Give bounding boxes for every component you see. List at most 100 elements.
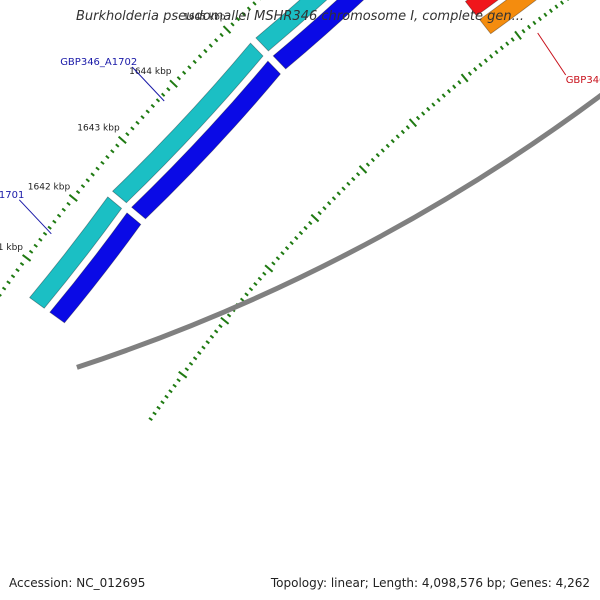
scale-tick-label: 1641 kbp <box>0 243 23 253</box>
inner-tick-mark <box>365 162 371 167</box>
gene-arrow-gbp346_a1704 <box>464 0 499 17</box>
inner-tick-mark <box>499 45 504 51</box>
inner-tick-mark <box>308 220 313 226</box>
outer-tick-mark <box>155 98 161 103</box>
inner-tick-mark <box>405 125 410 130</box>
outer-tick-mark <box>42 231 48 236</box>
inner-tick-mark <box>220 316 230 325</box>
inner-tick-mark <box>370 157 375 163</box>
inner-tick-mark <box>355 172 361 177</box>
inner-tick-mark <box>441 93 446 98</box>
outer-tick-mark <box>38 237 43 242</box>
outer-tick-mark <box>10 274 16 279</box>
outer-tick-mark <box>246 6 252 11</box>
inner-tick-mark <box>213 329 219 334</box>
inner-tick-mark <box>280 251 285 256</box>
inner-tick-mark <box>452 84 457 89</box>
outer-tick-mark <box>66 201 71 206</box>
outer-tick-mark <box>105 155 110 160</box>
scale-tick-label: 1642 kbp <box>28 182 71 192</box>
inner-tick-mark <box>294 235 299 241</box>
inner-tick-mark <box>494 49 499 55</box>
outer-tick-mark <box>68 194 78 202</box>
inner-tick-mark <box>431 102 436 107</box>
inner-tick-mark <box>197 350 202 355</box>
outer-tick-mark <box>235 17 241 22</box>
label-leader <box>18 199 52 235</box>
outer-tick-mark <box>197 54 203 59</box>
inner-tick-mark <box>205 340 210 345</box>
inner-tick-mark <box>421 111 426 116</box>
cds-arrow-gbp346_a1701 <box>29 196 123 309</box>
inner-tick-mark <box>289 240 294 246</box>
feature-label[interactable]: GBP346_A1702 <box>60 57 137 68</box>
inner-tick-mark <box>358 165 368 174</box>
inner-tick-mark <box>184 367 189 372</box>
accession-text: Accession: NC_012695 <box>9 576 146 590</box>
inner-tick-mark <box>473 67 478 72</box>
inner-tick-mark <box>467 71 472 76</box>
feature-label[interactable]: GBP346_A1704 <box>566 75 600 86</box>
inner-tick-mark <box>201 345 206 350</box>
inner-tick-mark <box>168 389 173 394</box>
inner-tick-mark <box>176 378 181 383</box>
inner-tick-mark <box>505 41 510 46</box>
inner-tick-mark <box>257 276 263 281</box>
outer-tick-mark <box>115 143 120 148</box>
inner-tick-mark <box>218 324 223 329</box>
inner-tick-mark <box>489 54 494 59</box>
outer-tick-mark <box>169 79 178 88</box>
outer-tick-mark <box>140 115 145 120</box>
inner-tick-mark <box>408 118 418 128</box>
inner-tick-mark <box>400 129 405 135</box>
chromosome-backbone <box>76 92 600 370</box>
inner-tick-mark <box>521 28 526 34</box>
label-leader <box>131 66 165 102</box>
inner-tick-mark <box>275 256 281 261</box>
inner-tick-mark <box>426 106 431 112</box>
outer-tick-mark <box>61 207 66 212</box>
inner-tick-mark <box>298 230 304 236</box>
gene-arrow-gbp346_a1702 <box>131 60 281 220</box>
inner-tick-mark <box>375 153 380 158</box>
inner-tick-mark <box>209 334 215 339</box>
inner-tick-ring <box>148 0 570 422</box>
outer-tick-mark <box>241 11 246 16</box>
inner-tick-mark <box>460 73 469 83</box>
outer-tick-mark <box>252 1 257 6</box>
inner-tick-mark <box>244 292 249 297</box>
outer-tick-mark <box>150 103 155 109</box>
inner-tick-mark <box>336 191 341 196</box>
outer-tick-mark <box>145 109 150 114</box>
inner-tick-mark <box>156 405 161 410</box>
inner-tick-mark <box>514 30 522 40</box>
scale-tick-label: 1644 kbp <box>129 67 172 77</box>
outer-tick-mark <box>110 149 115 154</box>
outer-tick-mark <box>208 43 213 48</box>
inner-tick-mark <box>395 134 400 139</box>
inner-tick-mark <box>341 186 346 191</box>
inner-tick-mark <box>385 143 390 148</box>
outer-tick-mark <box>100 160 105 165</box>
inner-tick-mark <box>188 361 194 366</box>
outer-tick-mark <box>75 190 81 195</box>
inner-tick-mark <box>264 264 274 273</box>
feature-label[interactable]: GBP346_A1701 <box>0 190 24 201</box>
inner-tick-mark <box>543 12 548 17</box>
outer-tick-mark <box>1 286 7 291</box>
outer-tick-mark <box>187 65 192 70</box>
outer-tick-mark <box>33 243 38 248</box>
inner-tick-mark <box>346 181 351 186</box>
inner-tick-mark <box>271 261 276 266</box>
feature-labels: GBP346_A1701GBP346_A1702GBP346_A1703GBP3… <box>0 32 600 235</box>
inner-tick-mark <box>226 313 232 318</box>
inner-tick-mark <box>148 417 153 422</box>
outer-tick-mark <box>192 59 197 65</box>
outer-tick-mark <box>22 254 32 262</box>
feature-track <box>29 0 537 324</box>
outer-tick-mark <box>6 280 11 285</box>
inner-tick-mark <box>248 287 254 292</box>
scale-tick-label: 1645 kbp <box>183 12 226 22</box>
outer-tick-mark <box>166 87 171 92</box>
